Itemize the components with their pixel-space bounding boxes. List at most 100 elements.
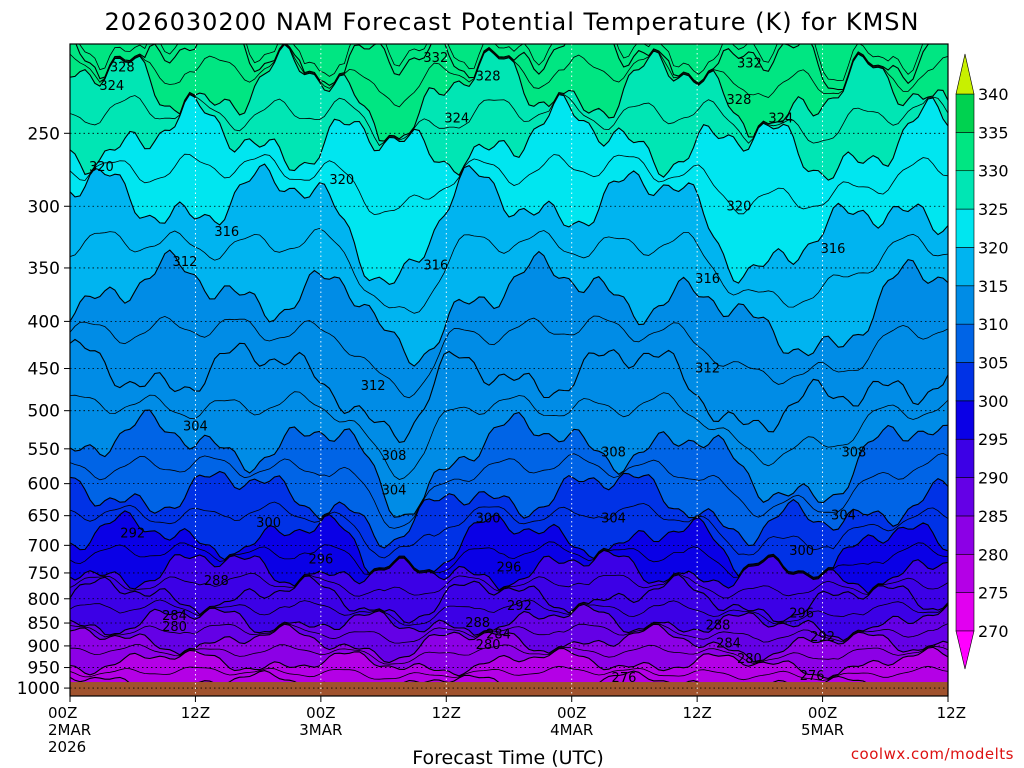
contour-label: 280 [162, 620, 187, 635]
filled-contours [70, 44, 948, 696]
contour-322 [70, 153, 948, 216]
contour-290 [70, 599, 948, 626]
contour-label: 304 [601, 512, 626, 527]
contour-label: 280 [737, 652, 762, 667]
x-tick-label: 00Z [306, 704, 335, 722]
contour-label: 316 [214, 225, 239, 240]
contour-300 [70, 510, 948, 578]
y-tick-label: 600 [28, 475, 60, 495]
contour-label: 284 [486, 628, 511, 643]
x-tick-label: 3MAR [299, 721, 342, 739]
contour-label: 316 [695, 272, 720, 287]
contour-label: 304 [831, 509, 856, 524]
colorbar-segment [955, 170, 975, 210]
colorbar-tick-label: 325 [978, 200, 1009, 219]
contour-label: 308 [382, 449, 407, 464]
y-tick-label: 500 [28, 402, 60, 422]
x-tick-label: 12Z [937, 704, 966, 722]
contour-282 [70, 644, 948, 665]
contour-label: 316 [821, 242, 846, 257]
colorbar-tick-label: 280 [978, 545, 1009, 564]
colorbar-bottom-arrow [955, 630, 975, 670]
contour-284 [70, 623, 948, 664]
colorbar-tick-label: 295 [978, 430, 1009, 449]
contour-286 [70, 622, 948, 644]
contour-label: 332 [423, 51, 448, 66]
colorbar-tick-label: 320 [978, 238, 1009, 257]
y-tick-label: 850 [28, 614, 60, 634]
contour-278 [70, 665, 948, 681]
contour-334 [79, 44, 924, 82]
y-tick-label: 350 [28, 259, 60, 279]
x-tick-label: 2026 [48, 738, 86, 756]
colorbar-segment [955, 438, 975, 478]
y-axis: 250 300 350 400 450 500 550 600 650 700 750 800 850 9… [17, 124, 70, 699]
contour-326 [70, 92, 948, 147]
contour-label: 296 [497, 561, 522, 576]
contour-328 [70, 44, 948, 142]
contour-label: 300 [256, 516, 281, 531]
contour-label: 296 [308, 552, 333, 567]
colorbar-tick-label: 270 [978, 622, 1009, 641]
y-tick-label: 550 [28, 440, 60, 460]
colorbar-tick-label: 340 [978, 85, 1009, 104]
contour-label: 300 [789, 544, 814, 559]
colorbar-segment [955, 323, 975, 363]
y-tick-label: 900 [28, 637, 60, 657]
contour-306 [70, 452, 948, 529]
colorbar-segment [955, 132, 975, 172]
grid-lines [70, 44, 948, 696]
contour-label: 320 [727, 199, 752, 214]
x-tick-label: 00Z [808, 704, 837, 722]
contour-label: 332 [737, 57, 762, 72]
contour-label: 296 [789, 607, 814, 622]
contour-280 [70, 646, 948, 680]
colorbar-tick-label: 300 [978, 392, 1009, 411]
y-tick-label: 700 [28, 536, 60, 556]
contour-label: 316 [423, 259, 448, 274]
contour-298 [70, 541, 948, 579]
y-tick-label: 950 [28, 659, 60, 679]
contour-292 [70, 574, 948, 624]
contour-label: 304 [183, 419, 208, 434]
contour-314 [70, 315, 948, 399]
x-tick-label: 12Z [682, 704, 711, 722]
contour-label: 284 [716, 637, 741, 652]
colorbar-segment [955, 285, 975, 325]
x-tick-label: 5MAR [801, 721, 844, 739]
y-tick-label: 300 [28, 197, 60, 217]
contour-label: 288 [706, 618, 731, 633]
colorbar-segment [955, 208, 975, 248]
contour-label: 328 [110, 60, 135, 75]
colorbar-tick-label: 290 [978, 469, 1009, 488]
contour-label: 284 [162, 609, 187, 624]
credit-text: coolwx.com/modelts [851, 745, 1014, 763]
colorbar-top-arrow [955, 53, 975, 95]
contour-label: 308 [601, 445, 626, 460]
contour-label: 328 [476, 70, 501, 85]
contour-294 [70, 572, 948, 599]
plot-frame [69, 43, 949, 697]
contour-label: 312 [173, 255, 198, 270]
y-tick-label: 400 [28, 312, 60, 332]
contour-label: 308 [842, 445, 867, 460]
colorbar-tick-label: 275 [978, 584, 1009, 603]
colorbar-segment [955, 247, 975, 287]
colorbar-segment [955, 592, 975, 632]
contour-label: 292 [120, 527, 145, 542]
contour-304 [70, 470, 948, 549]
band-332 [70, 44, 948, 90]
contour-318 [70, 227, 948, 314]
contour-label: 280 [476, 638, 501, 653]
x-tick-label: 12Z [181, 704, 210, 722]
chart-title: 2026030200 NAM Forecast Potential Temper… [105, 8, 920, 36]
contour-label: 292 [507, 599, 532, 614]
x-tick-label: 2MAR [48, 721, 91, 739]
contour-label: 320 [89, 160, 114, 175]
colorbar-segment [955, 515, 975, 555]
contour-label: 312 [361, 379, 386, 394]
contour-label: 276 [612, 671, 637, 686]
x-tick-label: 00Z [557, 704, 586, 722]
contour-label: 320 [329, 173, 354, 188]
x-tick-label: 4MAR [550, 721, 593, 739]
